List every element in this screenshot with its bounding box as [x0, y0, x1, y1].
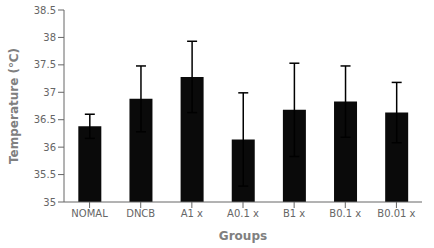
- svg-text:DNCB: DNCB: [126, 208, 155, 219]
- svg-text:35.5: 35.5: [34, 169, 56, 180]
- svg-text:37: 37: [43, 87, 56, 98]
- svg-text:B0.1 x: B0.1 x: [329, 208, 361, 219]
- svg-text:NOMAL: NOMAL: [71, 208, 108, 219]
- svg-text:Groups: Groups: [219, 229, 267, 243]
- svg-text:B1 x: B1 x: [283, 208, 305, 219]
- svg-text:A0.1 x: A0.1 x: [227, 208, 259, 219]
- svg-text:Temperature (℃): Temperature (℃): [8, 48, 21, 164]
- svg-text:35: 35: [43, 197, 56, 208]
- svg-text:36: 36: [43, 142, 56, 153]
- svg-text:B0.01 x: B0.01 x: [377, 208, 415, 219]
- svg-text:36.5: 36.5: [34, 114, 56, 125]
- svg-text:37.5: 37.5: [34, 59, 56, 70]
- svg-text:38: 38: [43, 32, 56, 43]
- svg-text:A1 x: A1 x: [181, 208, 203, 219]
- svg-text:38.5: 38.5: [34, 5, 56, 16]
